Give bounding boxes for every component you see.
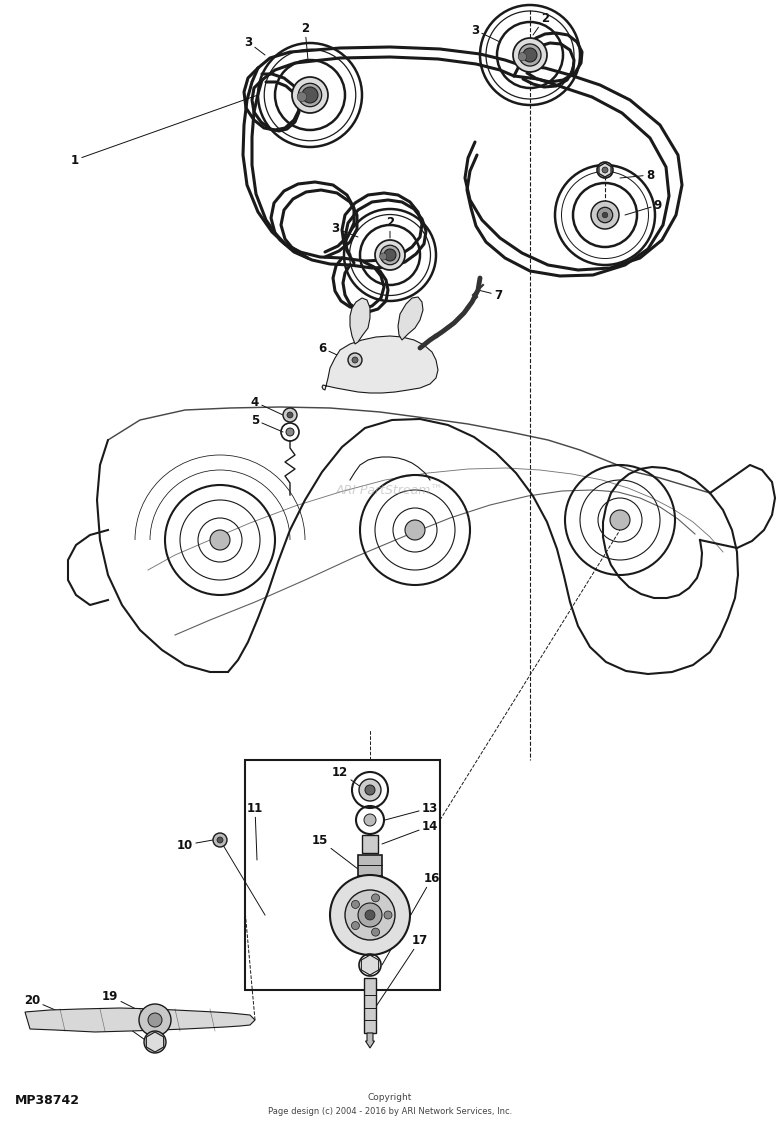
Circle shape [139,1004,171,1036]
Circle shape [286,428,294,436]
Polygon shape [147,1032,164,1052]
Circle shape [283,409,297,422]
Text: 10: 10 [177,839,213,851]
Circle shape [330,875,410,955]
Circle shape [298,83,321,107]
Circle shape [523,48,537,61]
Text: 3: 3 [471,24,500,42]
Circle shape [602,212,608,217]
Circle shape [591,201,619,229]
Text: 9: 9 [625,198,662,215]
Text: 3: 3 [331,222,358,237]
Text: 6: 6 [318,341,348,360]
Circle shape [148,1013,162,1026]
Circle shape [348,353,362,366]
Circle shape [381,246,399,265]
Text: Page design (c) 2004 - 2016 by ARI Network Services, Inc.: Page design (c) 2004 - 2016 by ARI Netwo… [268,1107,512,1116]
Text: 15: 15 [312,833,358,869]
Circle shape [359,780,381,801]
Circle shape [365,910,375,920]
Circle shape [384,912,392,920]
Polygon shape [599,163,611,178]
Circle shape [371,893,380,902]
Text: 14: 14 [382,819,438,844]
Text: Copyright: Copyright [368,1094,412,1103]
Circle shape [518,52,527,61]
Text: 19: 19 [102,990,148,1015]
Bar [358,855,382,883]
Polygon shape [25,1008,255,1032]
Circle shape [358,902,382,927]
Text: 5: 5 [251,413,283,432]
FancyArrow shape [366,1033,374,1048]
Text: 2: 2 [386,215,394,238]
Circle shape [384,249,396,261]
Polygon shape [322,336,438,393]
Polygon shape [398,297,423,340]
Bar [362,835,378,854]
Polygon shape [350,298,370,344]
Text: 16: 16 [382,872,440,965]
Circle shape [287,412,293,418]
Polygon shape [361,955,378,975]
Circle shape [217,838,223,843]
Circle shape [405,520,425,541]
Circle shape [602,167,608,173]
Circle shape [352,357,358,363]
Circle shape [210,530,230,550]
Circle shape [597,207,613,223]
Circle shape [380,253,387,261]
Circle shape [302,86,318,104]
Circle shape [352,900,360,908]
Text: 2: 2 [533,11,549,35]
Circle shape [297,92,307,101]
Text: 18: 18 [102,1008,148,1042]
Bar [364,978,376,1033]
Circle shape [519,44,541,66]
Circle shape [371,929,380,937]
Circle shape [597,162,613,178]
Circle shape [375,240,405,270]
Circle shape [365,785,375,795]
Text: MP38742: MP38742 [15,1094,80,1106]
Text: 1: 1 [71,94,258,166]
Text: 8: 8 [620,168,654,181]
Bar [245,760,440,990]
Text: 4: 4 [251,396,283,415]
Text: 7: 7 [478,289,502,302]
Circle shape [610,510,630,530]
Circle shape [352,922,360,930]
Circle shape [513,38,547,72]
Text: 17: 17 [375,933,428,1008]
Circle shape [292,77,328,113]
Circle shape [213,833,227,847]
Text: 12: 12 [332,766,365,790]
Text: 2: 2 [301,22,309,60]
Text: 20: 20 [24,993,60,1012]
Circle shape [345,890,395,940]
Text: 13: 13 [385,801,438,820]
Text: 11: 11 [247,801,263,860]
Text: 3: 3 [244,35,265,55]
Circle shape [364,814,376,826]
Text: ARI PartStream™: ARI PartStream™ [336,484,444,496]
Circle shape [144,1031,166,1053]
